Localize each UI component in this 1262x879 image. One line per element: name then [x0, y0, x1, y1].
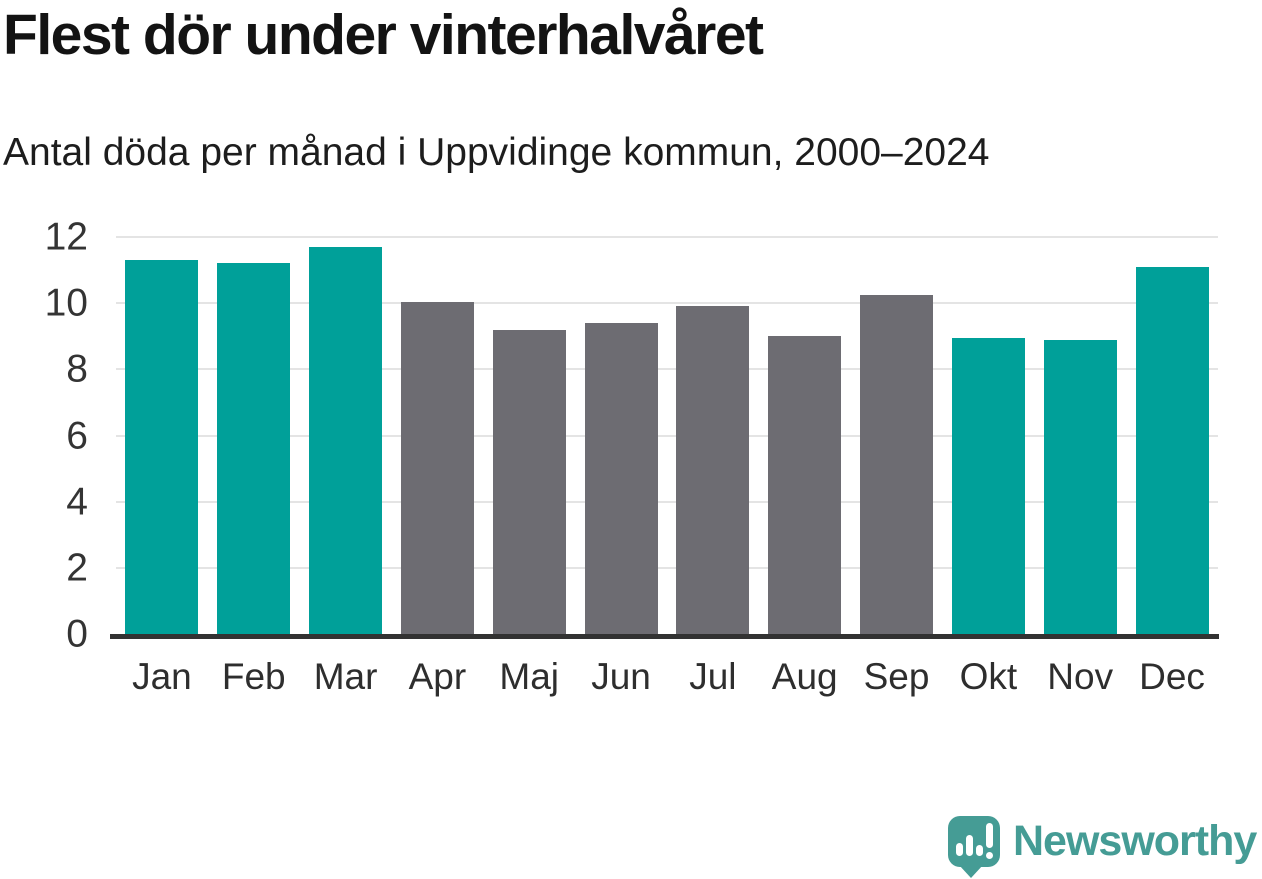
- x-tick-feb: Feb: [221, 656, 286, 697]
- bar-band-nov: [1034, 237, 1126, 634]
- x-tick-apr: Apr: [408, 656, 467, 697]
- logo-bar-tall-icon: [966, 835, 973, 856]
- bar-band-jan: [116, 237, 208, 634]
- gridline-2: [116, 566, 1218, 569]
- brand-name: Newsworthy: [1013, 817, 1257, 865]
- y-tick-8: 8: [66, 347, 88, 391]
- logo-bar-small-icon: [956, 843, 963, 856]
- gridline-10: [116, 302, 1218, 305]
- bar-band-jul: [667, 237, 759, 634]
- bar-band-okt: [942, 237, 1034, 634]
- bar-sep: [860, 294, 934, 634]
- bar-band-jun: [575, 237, 667, 634]
- x-tick-jun: Jun: [591, 656, 651, 697]
- y-tick-0: 0: [66, 612, 88, 656]
- x-tick-nov: Nov: [1047, 656, 1114, 697]
- bar-band-aug: [759, 237, 851, 634]
- y-tick-10: 10: [44, 281, 88, 325]
- bar-aug: [768, 336, 842, 634]
- x-axis-line: [110, 634, 1219, 639]
- chart-subtitle: Antal döda per månad i Uppvidinge kommun…: [3, 131, 990, 174]
- x-tick-aug: Aug: [771, 656, 838, 697]
- gridline-8: [116, 368, 1218, 371]
- bar-band-mar: [300, 237, 392, 634]
- bar-band-apr: [391, 237, 483, 634]
- y-axis-labels: 0 2 4 6 8 10 12: [0, 218, 96, 654]
- y-tick-2: 2: [66, 546, 88, 590]
- bar-okt: [951, 337, 1025, 634]
- x-tick-mar: Mar: [313, 656, 378, 697]
- gridline-4: [116, 500, 1218, 503]
- bar-band-sep: [851, 237, 943, 634]
- x-tick-jul: Jul: [689, 656, 737, 697]
- bar-jan: [125, 260, 199, 634]
- logo-exclamation-dot-icon: [986, 852, 993, 859]
- x-tick-jan: Jan: [132, 656, 192, 697]
- bar-dec: [1135, 266, 1209, 634]
- bar-maj: [492, 329, 566, 634]
- gridline-6: [116, 434, 1218, 437]
- y-tick-4: 4: [66, 480, 88, 524]
- logo-bar-short-icon: [976, 845, 983, 856]
- logo-exclamation-stem-icon: [986, 823, 993, 848]
- bar-jul: [676, 306, 750, 634]
- chart-title: Flest dör under vinterhalvåret: [3, 3, 764, 67]
- bar-feb: [217, 263, 291, 634]
- x-tick-sep: Sep: [863, 656, 930, 697]
- bar-band-dec: [1126, 237, 1218, 634]
- x-tick-dec: Dec: [1139, 656, 1205, 697]
- x-axis-labels: Jan Feb Mar Apr Maj Jun Jul Aug Sep Okt Nov Dec: [116, 656, 1218, 698]
- bar-nov: [1043, 339, 1117, 634]
- y-tick-6: 6: [66, 414, 88, 457]
- bar-band-feb: [208, 237, 300, 634]
- bar-band-maj: [483, 237, 575, 634]
- x-tick-maj: Maj: [499, 656, 560, 697]
- bar-jun: [584, 323, 658, 634]
- newsworthy-logo-icon: [948, 816, 1000, 878]
- gridline-12: [116, 236, 1218, 238]
- x-tick-okt: Okt: [959, 656, 1018, 697]
- bar-apr: [400, 301, 474, 634]
- gridlines: [116, 236, 1218, 634]
- y-tick-12: 12: [44, 215, 88, 259]
- plot-area: [116, 237, 1218, 634]
- bar-mar: [309, 246, 383, 634]
